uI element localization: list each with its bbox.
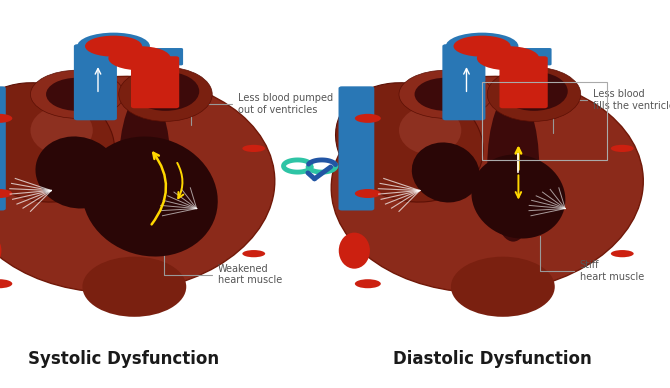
Ellipse shape bbox=[331, 76, 643, 293]
Ellipse shape bbox=[412, 142, 480, 203]
Ellipse shape bbox=[451, 257, 555, 317]
Ellipse shape bbox=[31, 70, 124, 118]
Ellipse shape bbox=[500, 72, 567, 111]
Ellipse shape bbox=[119, 67, 212, 121]
Ellipse shape bbox=[46, 78, 109, 111]
Ellipse shape bbox=[31, 106, 92, 154]
Ellipse shape bbox=[243, 250, 265, 257]
FancyBboxPatch shape bbox=[137, 48, 183, 65]
Ellipse shape bbox=[399, 106, 461, 154]
Ellipse shape bbox=[611, 145, 634, 152]
Ellipse shape bbox=[85, 36, 142, 57]
Text: Weakened
heart muscle: Weakened heart muscle bbox=[164, 244, 282, 286]
Ellipse shape bbox=[82, 257, 186, 317]
Ellipse shape bbox=[472, 154, 565, 239]
Ellipse shape bbox=[109, 46, 171, 70]
Text: Less blood
fills the ventricles: Less blood fills the ventricles bbox=[553, 89, 670, 133]
Ellipse shape bbox=[0, 76, 275, 293]
FancyBboxPatch shape bbox=[131, 56, 180, 108]
FancyBboxPatch shape bbox=[74, 44, 117, 120]
FancyBboxPatch shape bbox=[506, 48, 551, 65]
Ellipse shape bbox=[487, 67, 581, 121]
FancyBboxPatch shape bbox=[0, 86, 6, 210]
Ellipse shape bbox=[132, 72, 199, 111]
FancyBboxPatch shape bbox=[499, 56, 547, 108]
Ellipse shape bbox=[399, 70, 492, 118]
Ellipse shape bbox=[77, 33, 150, 60]
Ellipse shape bbox=[336, 83, 483, 202]
Ellipse shape bbox=[36, 137, 119, 208]
Ellipse shape bbox=[119, 91, 171, 242]
Ellipse shape bbox=[82, 137, 218, 256]
Ellipse shape bbox=[355, 279, 381, 288]
Ellipse shape bbox=[415, 78, 477, 111]
Text: Systolic Dysfunction: Systolic Dysfunction bbox=[28, 350, 220, 368]
Text: Diastolic Dysfunction: Diastolic Dysfunction bbox=[393, 350, 592, 368]
FancyBboxPatch shape bbox=[338, 86, 375, 210]
Ellipse shape bbox=[355, 189, 381, 198]
Text: Less blood pumped
out of ventricles: Less blood pumped out of ventricles bbox=[192, 93, 333, 125]
Ellipse shape bbox=[0, 114, 12, 123]
Ellipse shape bbox=[0, 189, 12, 198]
Ellipse shape bbox=[355, 114, 381, 123]
Ellipse shape bbox=[477, 46, 539, 70]
FancyBboxPatch shape bbox=[442, 44, 485, 120]
Ellipse shape bbox=[0, 232, 1, 268]
Ellipse shape bbox=[0, 279, 12, 288]
Ellipse shape bbox=[487, 91, 539, 242]
Ellipse shape bbox=[446, 33, 519, 60]
Ellipse shape bbox=[339, 232, 370, 268]
Ellipse shape bbox=[454, 36, 511, 57]
Ellipse shape bbox=[243, 145, 265, 152]
Text: Stiff
heart muscle: Stiff heart muscle bbox=[540, 236, 644, 282]
Ellipse shape bbox=[611, 250, 634, 257]
Ellipse shape bbox=[0, 83, 115, 202]
